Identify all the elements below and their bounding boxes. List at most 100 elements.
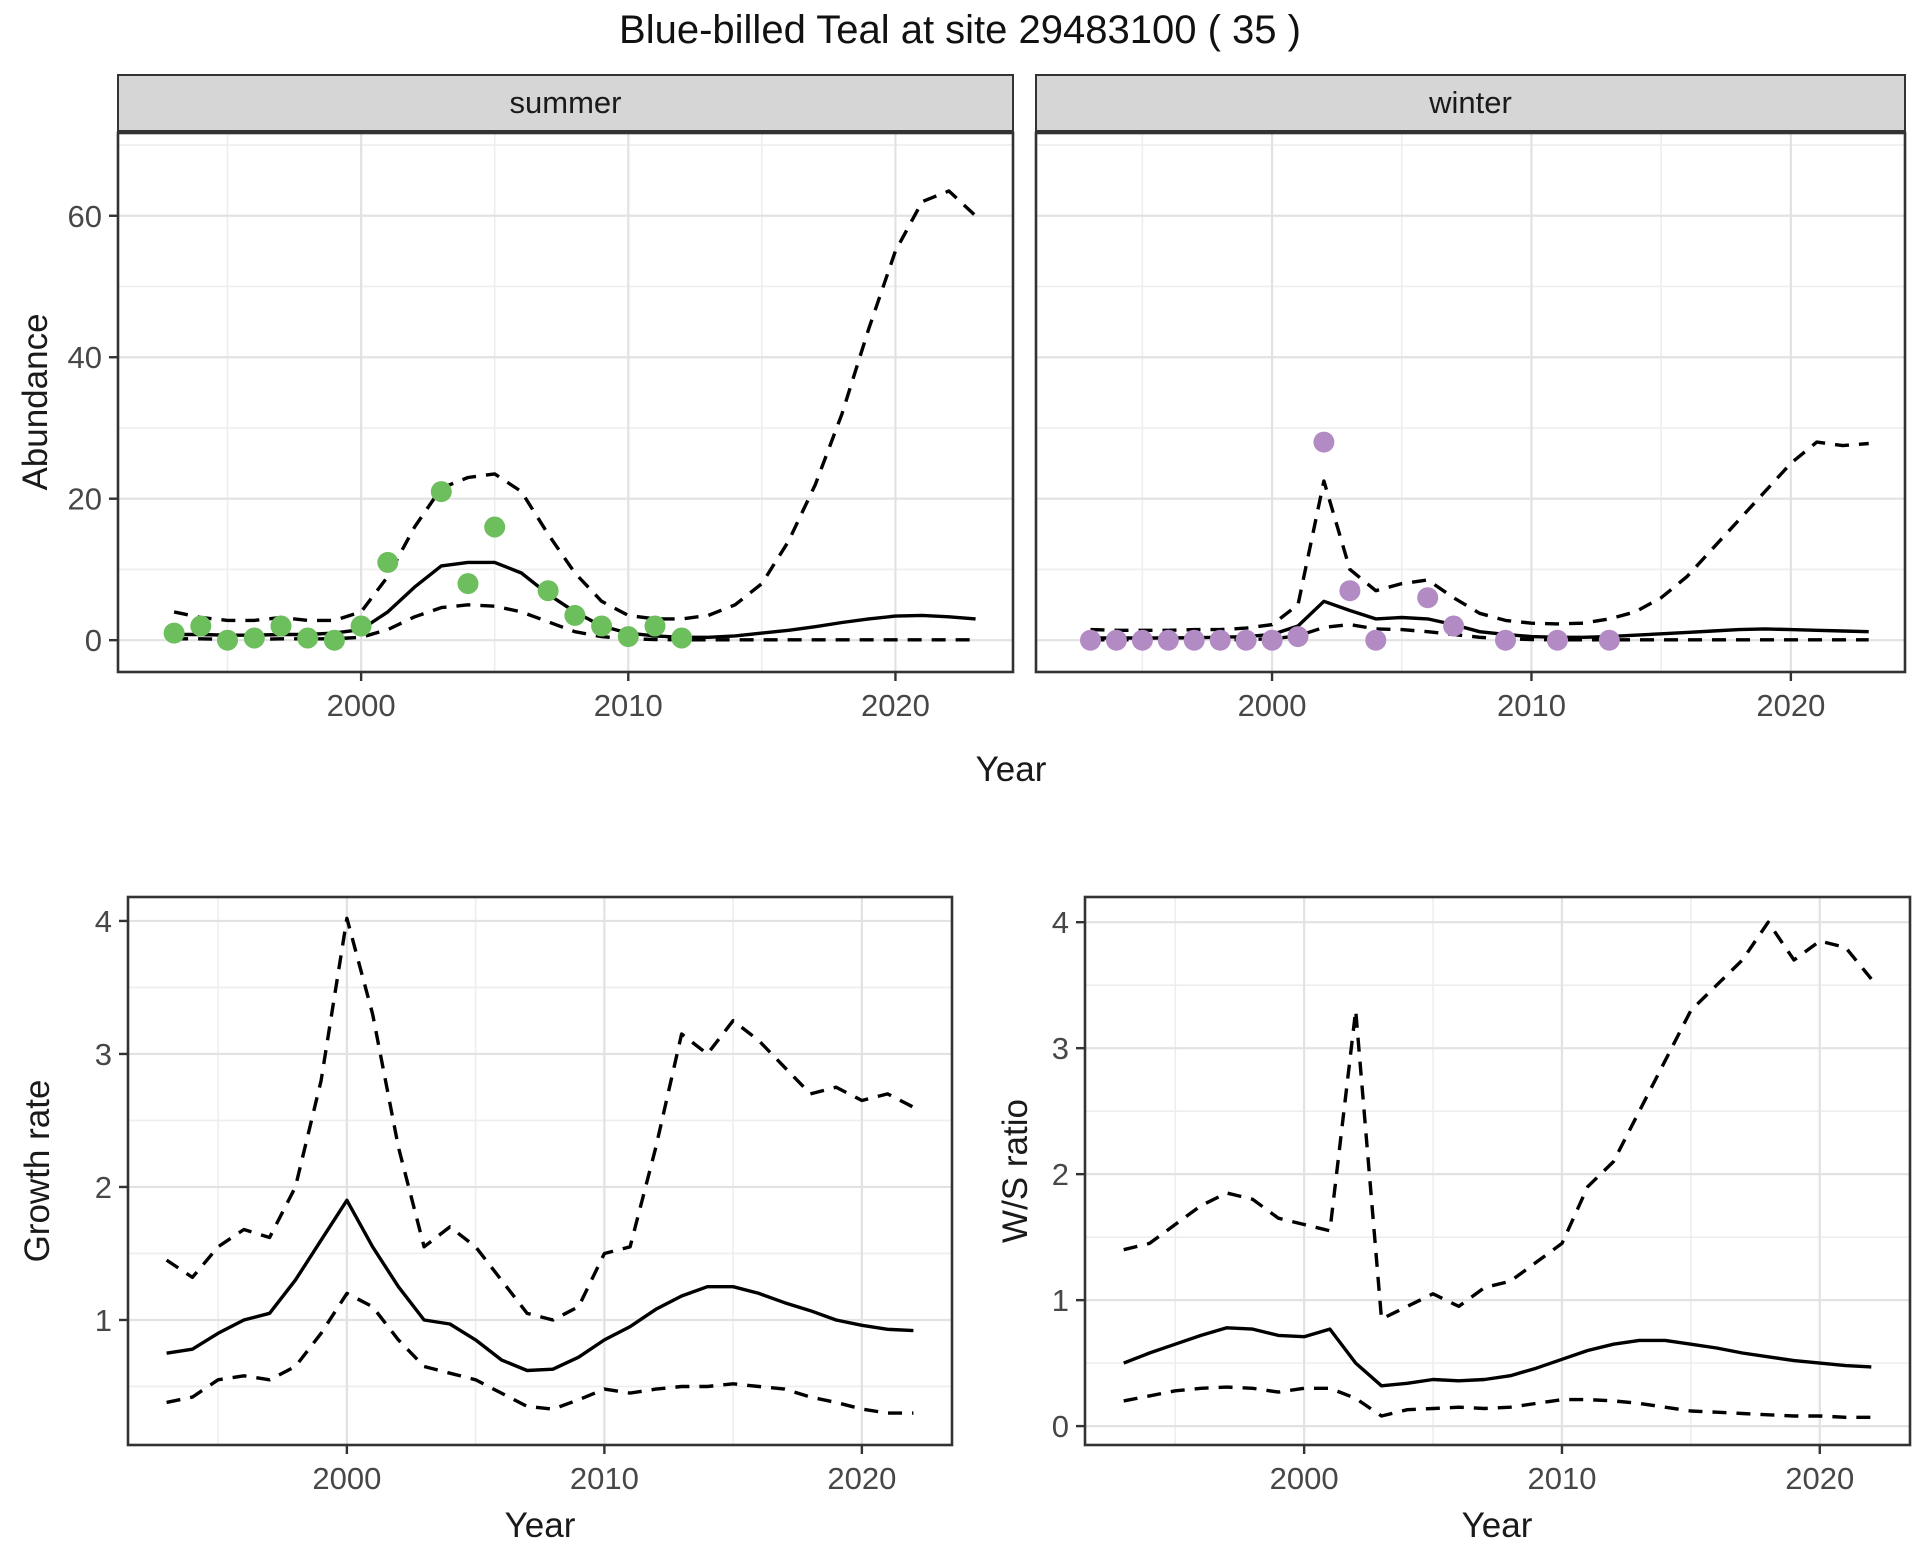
observed-point xyxy=(1313,431,1335,453)
y-tick-label: 1 xyxy=(95,1303,112,1338)
panel-border xyxy=(1083,895,1912,1447)
facet-strip-label-winter: winter xyxy=(1429,85,1512,120)
y-axis-title-abundance: Abundance xyxy=(16,313,55,491)
x-tick-label: 2000 xyxy=(327,688,396,723)
observed-point xyxy=(1546,629,1568,651)
series-lines xyxy=(1123,920,1873,1420)
x-tick-label: 2020 xyxy=(1785,1461,1854,1496)
grid-major xyxy=(1085,897,1910,1445)
y-tick-label: 4 xyxy=(1052,905,1069,940)
grid-major xyxy=(1036,133,1905,672)
panel-ws-ratio: 2000 2010 2020 0 1 2 3 4 xyxy=(1052,895,1912,1496)
facet-strip xyxy=(117,74,1014,132)
facet-strip-label-summer: summer xyxy=(509,85,622,120)
panel-background xyxy=(1036,133,1905,672)
observed-point xyxy=(430,481,452,503)
observed-point xyxy=(377,551,399,573)
y-tick-label: 0 xyxy=(1052,1409,1069,1444)
grid-major xyxy=(118,133,1013,672)
observed-point xyxy=(1261,629,1283,651)
axis-tick-labels: 2000 2010 2020 0 20 40 60 xyxy=(68,199,930,723)
observed-point xyxy=(217,629,238,651)
grid-minor xyxy=(118,133,1013,672)
fitted-line xyxy=(166,1198,914,1373)
observed-point xyxy=(1417,587,1439,609)
observed-point xyxy=(457,573,479,595)
observed-point xyxy=(484,516,506,538)
x-tick-label: 2010 xyxy=(594,688,663,723)
x-tick-label: 2010 xyxy=(1527,1461,1596,1496)
panel-background xyxy=(128,897,952,1445)
observed-point xyxy=(243,627,265,649)
axis-tick-labels: 2000 2010 2020 0 1 2 3 4 xyxy=(1052,905,1855,1496)
x-tick-label: 2010 xyxy=(570,1461,639,1496)
upper-ci-line xyxy=(1090,440,1869,632)
y-tick-label: 3 xyxy=(1052,1031,1069,1066)
x-tick-label: 2020 xyxy=(861,688,930,723)
axis-ticks xyxy=(1270,672,1793,681)
observed-point xyxy=(190,615,212,637)
upper-ci-line xyxy=(1123,920,1873,1321)
grid-minor xyxy=(1085,897,1910,1445)
y-tick-label: 3 xyxy=(95,1037,112,1072)
facet-strip xyxy=(1035,74,1906,132)
observed-point xyxy=(1131,629,1153,651)
observed-point xyxy=(1105,629,1127,651)
observed-point xyxy=(1209,629,1231,651)
x-axis-title-year-bottom-right: Year xyxy=(1461,1506,1533,1545)
observed-point xyxy=(1443,615,1465,637)
x-tick-label: 2000 xyxy=(312,1461,381,1496)
observed-point xyxy=(1080,629,1101,651)
observed-point xyxy=(270,615,292,637)
y-tick-label: 4 xyxy=(95,904,112,939)
x-tick-label: 2000 xyxy=(1270,1461,1339,1496)
panel-background xyxy=(1085,897,1910,1445)
axis-tick-labels: 2000 2010 2020 1 2 3 4 xyxy=(95,904,897,1496)
observed-point xyxy=(671,627,693,649)
series-lines xyxy=(165,916,915,1415)
observed-point xyxy=(537,580,559,602)
observed-point xyxy=(1495,629,1516,651)
observed-point xyxy=(163,622,185,644)
panel-abundance-winter: 2000 2010 2020 xyxy=(1034,74,1907,723)
observed-point xyxy=(1157,629,1179,651)
observed-point xyxy=(1287,626,1309,648)
observed-point xyxy=(1365,629,1387,651)
y-axis-title-ws-ratio: W/S ratio xyxy=(996,1099,1035,1243)
y-tick-label: 60 xyxy=(68,199,102,234)
grid-minor xyxy=(1036,133,1905,672)
y-tick-label: 2 xyxy=(1052,1157,1069,1192)
y-tick-label: 1 xyxy=(1052,1283,1069,1318)
panel-background xyxy=(118,133,1013,672)
grid-major xyxy=(128,897,952,1445)
panel-border xyxy=(116,131,1015,674)
x-tick-label: 2010 xyxy=(1497,688,1566,723)
y-tick-label: 0 xyxy=(85,623,102,658)
panel-border xyxy=(1034,131,1907,674)
panel-growth-rate: 2000 2010 2020 1 2 3 4 xyxy=(95,895,954,1496)
observed-point xyxy=(1235,629,1257,651)
observed-point xyxy=(617,626,639,648)
observed-points xyxy=(1080,431,1620,651)
axis-ticks xyxy=(109,214,897,681)
grid-minor xyxy=(128,897,952,1445)
y-tick-label: 2 xyxy=(95,1170,112,1205)
x-tick-label: 2020 xyxy=(827,1461,896,1496)
y-axis-title-growth-rate: Growth rate xyxy=(18,1079,57,1263)
lower-ci-line xyxy=(166,1291,914,1415)
observed-point xyxy=(1598,629,1620,651)
observed-point xyxy=(297,627,319,649)
chart-title: Blue-billed Teal at site 29483100 ( 35 ) xyxy=(619,8,1301,52)
axis-tick-labels: 2000 2010 2020 xyxy=(1238,688,1826,723)
axis-ticks xyxy=(1076,920,1821,1454)
observed-point xyxy=(591,615,613,637)
observed-point xyxy=(323,629,345,651)
x-tick-label: 2020 xyxy=(1756,688,1825,723)
x-axis-title-year-bottom-left: Year xyxy=(504,1506,576,1545)
panel-abundance-summer: 2000 2010 2020 0 20 40 60 xyxy=(68,74,1015,723)
axis-ticks xyxy=(119,919,864,1454)
lower-ci-line xyxy=(1123,1385,1872,1420)
observed-point xyxy=(644,615,666,637)
